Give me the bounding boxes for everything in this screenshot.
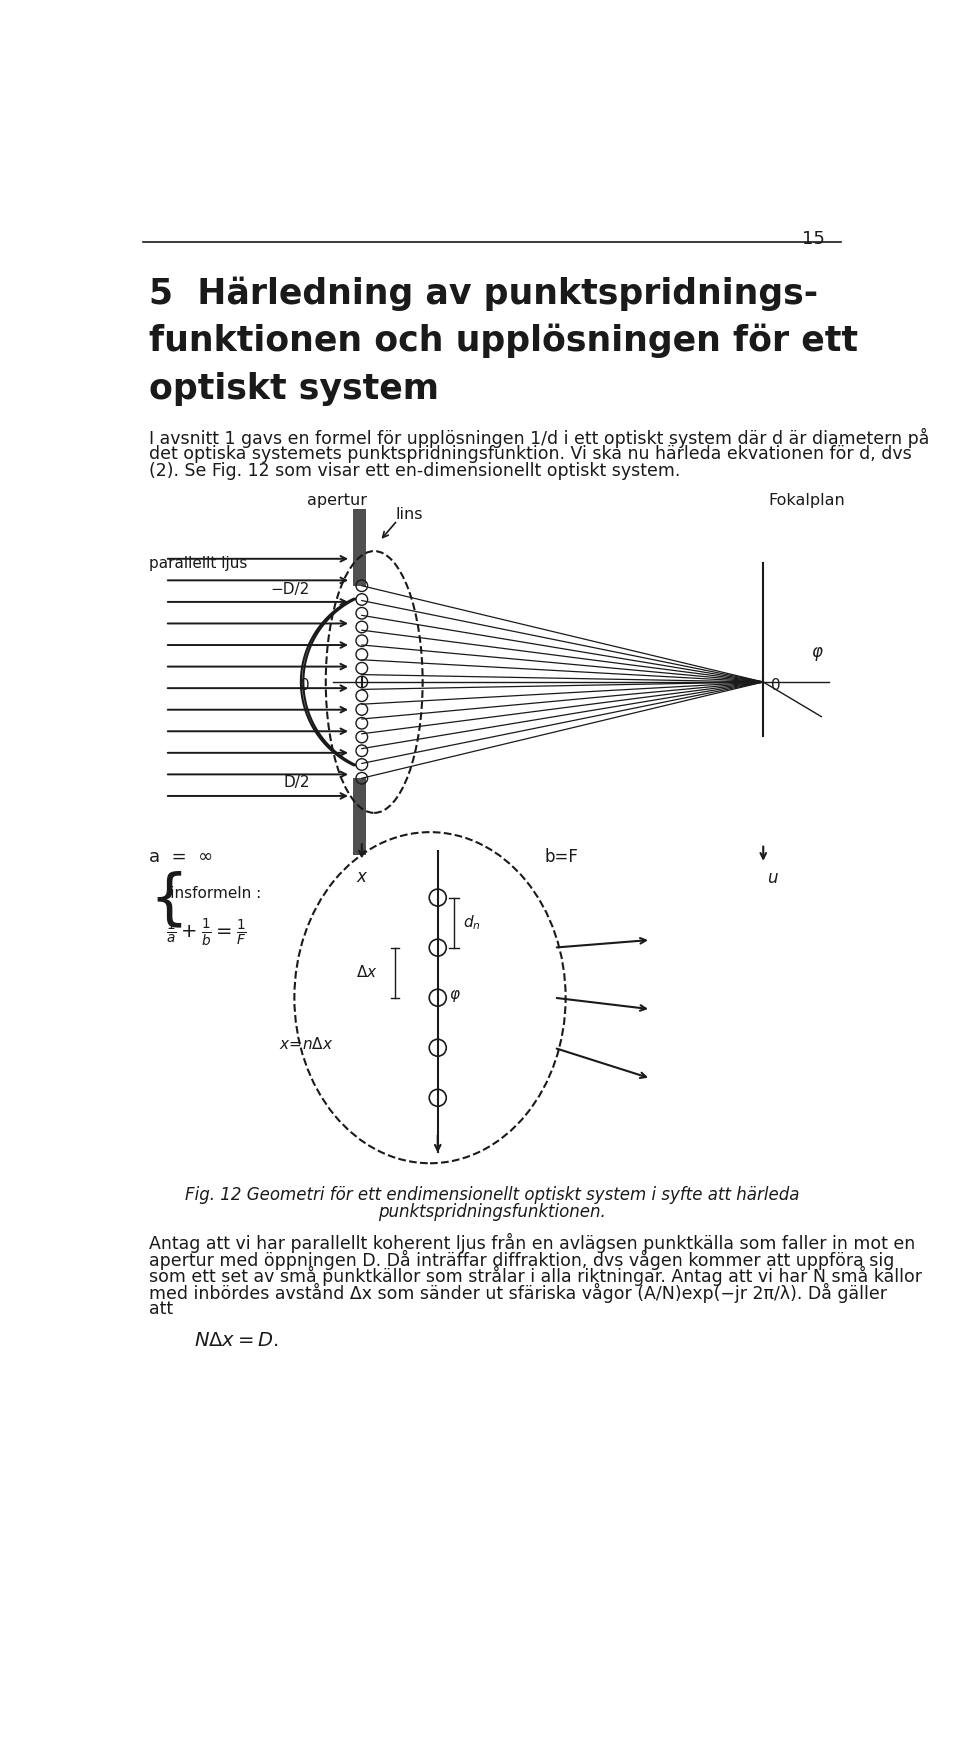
Text: D/2: D/2 bbox=[283, 775, 310, 790]
Text: $x\!=\!n\Delta x$: $x\!=\!n\Delta x$ bbox=[278, 1037, 333, 1053]
Text: som ett set av små punktkällor som strålar i alla riktningar. Antag att vi har N: som ett set av små punktkällor som strål… bbox=[150, 1266, 923, 1287]
Text: linsformeln :: linsformeln : bbox=[166, 886, 262, 902]
Text: Fokalplan: Fokalplan bbox=[768, 493, 845, 509]
Text: $N\Delta x = D.$: $N\Delta x = D.$ bbox=[194, 1331, 278, 1350]
Text: $\varphi$: $\varphi$ bbox=[448, 988, 461, 1004]
Text: 15: 15 bbox=[803, 229, 826, 248]
Text: med inbördes avstånd Δx som sänder ut sfäriska vågor (A/N)exp(−jr 2π/λ). Då gäll: med inbördes avstånd Δx som sänder ut sf… bbox=[150, 1284, 887, 1303]
Text: punktspridningsfunktionen.: punktspridningsfunktionen. bbox=[378, 1204, 606, 1221]
Text: apertur: apertur bbox=[307, 493, 367, 509]
Text: x: x bbox=[357, 867, 367, 886]
Text: Antag att vi har parallellt koherent ljus från en avlägsen punktkälla som faller: Antag att vi har parallellt koherent lju… bbox=[150, 1233, 916, 1252]
Text: apertur med öppningen D. Då inträffar diffraktion, dvs vågen kommer att uppföra : apertur med öppningen D. Då inträffar di… bbox=[150, 1249, 895, 1270]
Text: φ: φ bbox=[811, 643, 823, 662]
Text: lins: lins bbox=[396, 507, 422, 523]
Text: (2). Se Fig. 12 som visar ett en-dimensionellt optiskt system.: (2). Se Fig. 12 som visar ett en-dimensi… bbox=[150, 462, 681, 479]
Text: det optiska systemets punktspridningsfunktion. Vi ska nu härleda ekvationen för : det optiska systemets punktspridningsfun… bbox=[150, 445, 912, 462]
Text: att: att bbox=[150, 1301, 174, 1318]
Bar bbox=[353, 509, 366, 585]
Text: a  =  ∞: a = ∞ bbox=[150, 848, 213, 865]
Text: $\Delta x$: $\Delta x$ bbox=[356, 964, 378, 980]
Text: {: { bbox=[150, 870, 188, 929]
Text: parallellt ljus: parallellt ljus bbox=[150, 556, 248, 571]
Polygon shape bbox=[300, 599, 356, 766]
Text: $d_n$: $d_n$ bbox=[463, 914, 480, 931]
Text: 0: 0 bbox=[300, 679, 310, 693]
Text: u: u bbox=[767, 868, 778, 888]
Text: I avsnitt 1 gavs en formel för upplösningen 1/d i ett optiskt system där d är di: I avsnitt 1 gavs en formel för upplösnin… bbox=[150, 427, 930, 448]
Text: 0: 0 bbox=[771, 679, 780, 693]
Text: Fig. 12 Geometri för ett endimensionellt optiskt system i syfte att härleda: Fig. 12 Geometri för ett endimensionellt… bbox=[184, 1186, 800, 1204]
Bar bbox=[353, 778, 366, 855]
Text: funktionen och upplösningen för ett: funktionen och upplösningen för ett bbox=[150, 323, 858, 358]
Text: 5  Härledning av punktspridnings-: 5 Härledning av punktspridnings- bbox=[150, 276, 819, 311]
Text: b=F: b=F bbox=[545, 848, 579, 865]
Text: optiskt system: optiskt system bbox=[150, 372, 440, 406]
Text: −D/2: −D/2 bbox=[271, 582, 310, 598]
Text: $\frac{1}{a}+\frac{1}{b}=\frac{1}{F}$: $\frac{1}{a}+\frac{1}{b}=\frac{1}{F}$ bbox=[166, 917, 248, 948]
